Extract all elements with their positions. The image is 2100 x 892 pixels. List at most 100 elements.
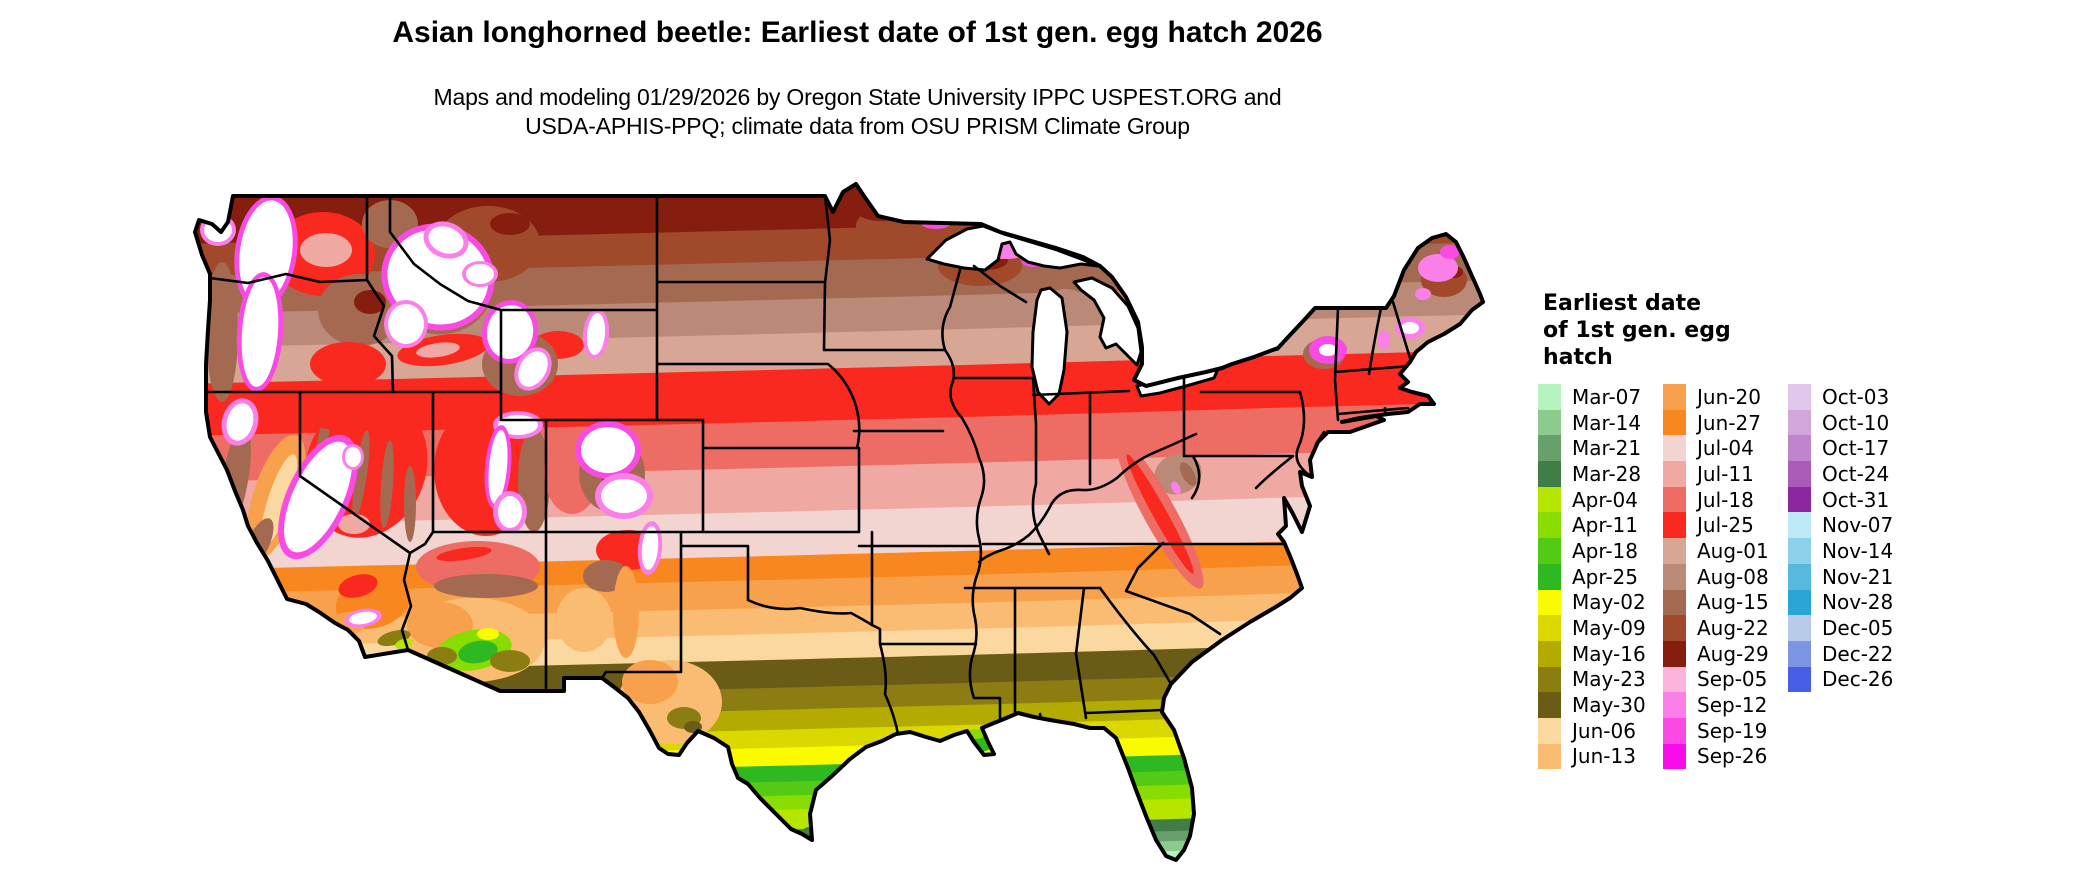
legend-item: Jun-13 bbox=[1538, 743, 1646, 770]
legend-label: Jun-06 bbox=[1572, 718, 1636, 743]
legend-label: Oct-31 bbox=[1822, 487, 1890, 512]
legend-item: Aug-01 bbox=[1663, 538, 1769, 564]
legend-label: Aug-01 bbox=[1697, 538, 1769, 563]
legend-item: Nov-21 bbox=[1788, 563, 1894, 590]
legend-swatch bbox=[1538, 486, 1561, 513]
legend-swatch bbox=[1538, 615, 1561, 641]
legend-swatch bbox=[1663, 409, 1686, 436]
legend-swatch bbox=[1663, 717, 1686, 744]
legend-item: Nov-07 bbox=[1788, 512, 1893, 539]
legend-item: Jul-04 bbox=[1663, 435, 1769, 462]
legend-item: Aug-08 bbox=[1663, 563, 1769, 590]
legend-swatch bbox=[1538, 538, 1561, 564]
legend-item: Jun-27 bbox=[1663, 409, 1769, 436]
legend-swatch bbox=[1538, 666, 1561, 693]
legend-label: Dec-22 bbox=[1822, 641, 1894, 666]
legend-item: Jun-06 bbox=[1538, 717, 1646, 744]
legend-swatch bbox=[1538, 512, 1561, 539]
legend-label: May-09 bbox=[1572, 616, 1646, 641]
legend-item: Apr-18 bbox=[1538, 538, 1646, 564]
legend-swatch bbox=[1788, 538, 1811, 564]
legend-item: Aug-29 bbox=[1663, 640, 1769, 667]
legend-title-line: hatch bbox=[1543, 345, 1613, 370]
legend-swatch bbox=[1663, 692, 1686, 718]
legend-item: May-16 bbox=[1538, 640, 1646, 667]
legend-item: May-02 bbox=[1538, 589, 1646, 616]
legend-swatch bbox=[1538, 692, 1561, 718]
legend-item: Sep-26 bbox=[1663, 743, 1769, 770]
legend-swatch bbox=[1788, 666, 1811, 693]
legend-swatch bbox=[1788, 512, 1811, 539]
legend-label: Aug-08 bbox=[1697, 564, 1769, 589]
legend-item: Oct-10 bbox=[1788, 409, 1893, 436]
legend-label: Aug-22 bbox=[1697, 616, 1769, 641]
page-title: Asian longhorned beetle: Earliest date o… bbox=[392, 16, 1323, 49]
legend-label: Aug-15 bbox=[1697, 590, 1769, 615]
legend-item: Aug-22 bbox=[1663, 615, 1769, 641]
legend-label: Sep-12 bbox=[1697, 693, 1768, 718]
legend-label: Jul-11 bbox=[1697, 461, 1754, 486]
legend-title: Earliest date of 1st gen. egg hatch bbox=[1543, 290, 1731, 371]
legend-label: Jul-25 bbox=[1697, 513, 1754, 538]
legend-label: May-23 bbox=[1572, 667, 1646, 692]
legend-label: May-30 bbox=[1572, 693, 1646, 718]
legend-swatch bbox=[1788, 640, 1811, 667]
legend-label: Apr-25 bbox=[1572, 564, 1638, 589]
legend-title-line: of 1st gen. egg bbox=[1543, 318, 1731, 343]
legend-swatch bbox=[1663, 589, 1686, 616]
legend-label: Sep-26 bbox=[1697, 744, 1768, 769]
legend-item: Mar-07 bbox=[1538, 384, 1646, 410]
legend-label: Jun-13 bbox=[1572, 744, 1636, 769]
legend-label: Jun-20 bbox=[1697, 384, 1761, 409]
legend-label: Oct-03 bbox=[1822, 384, 1890, 409]
legend-label: Sep-05 bbox=[1697, 667, 1768, 692]
legend-item: Apr-11 bbox=[1538, 512, 1646, 539]
legend-swatch bbox=[1788, 461, 1811, 487]
legend-label: Dec-05 bbox=[1822, 616, 1894, 641]
legend-label: Mar-07 bbox=[1572, 384, 1642, 409]
legend-column-3: Oct-03 Oct-10 Oct-17 Oct-24 Oct-31 Nov-07 Nov-… bbox=[1788, 384, 1894, 693]
legend-swatch bbox=[1663, 743, 1686, 770]
legend-label: May-02 bbox=[1572, 590, 1646, 615]
legend-label: Jul-18 bbox=[1697, 487, 1754, 512]
legend-label: Mar-21 bbox=[1572, 436, 1642, 461]
legend-item: Mar-28 bbox=[1538, 461, 1646, 487]
legend-item: Dec-22 bbox=[1788, 640, 1894, 667]
legend-swatch bbox=[1538, 384, 1561, 410]
legend-swatch bbox=[1538, 461, 1561, 487]
legend-label: Sep-19 bbox=[1697, 718, 1768, 743]
legend-item: Jul-25 bbox=[1663, 512, 1769, 539]
legend-item: Mar-14 bbox=[1538, 409, 1646, 436]
legend-label: Oct-10 bbox=[1822, 410, 1890, 435]
legend-label: Aug-29 bbox=[1697, 641, 1769, 666]
legend-item: Apr-04 bbox=[1538, 486, 1646, 513]
legend-label: Mar-28 bbox=[1572, 461, 1642, 486]
legend-title-line: Earliest date bbox=[1543, 291, 1702, 316]
state-borders bbox=[204, 194, 1412, 736]
legend-label: Nov-28 bbox=[1822, 590, 1894, 615]
legend-column-2: Jun-20 Jun-27 Jul-04 Jul-11 Jul-18 Jul-25 Aug-… bbox=[1663, 384, 1769, 770]
legend-swatch bbox=[1538, 743, 1561, 770]
legend-swatch bbox=[1663, 640, 1686, 667]
us-choropleth-map bbox=[193, 182, 1485, 862]
legend-item: Sep-19 bbox=[1663, 717, 1769, 744]
legend-swatch bbox=[1788, 409, 1811, 436]
legend-swatch bbox=[1538, 589, 1561, 616]
legend-swatch bbox=[1788, 384, 1811, 410]
legend-swatch bbox=[1538, 563, 1561, 590]
legend-swatch bbox=[1788, 435, 1811, 462]
legend-label: Oct-24 bbox=[1822, 461, 1890, 486]
legend-column-1: Mar-07 Mar-14 Mar-21 Mar-28 Apr-04 Apr-11 Apr-… bbox=[1538, 384, 1646, 770]
legend-item: Jul-18 bbox=[1663, 486, 1769, 513]
legend-label: Nov-14 bbox=[1822, 538, 1894, 563]
legend-swatch bbox=[1663, 384, 1686, 410]
lake-michigan bbox=[1030, 286, 1069, 406]
legend-swatch bbox=[1538, 435, 1561, 462]
legend-item: May-30 bbox=[1538, 692, 1646, 718]
lake-huron bbox=[1072, 276, 1143, 367]
legend-item: May-23 bbox=[1538, 666, 1646, 693]
legend-item: Oct-17 bbox=[1788, 435, 1893, 462]
legend-label: Apr-04 bbox=[1572, 487, 1638, 512]
legend-swatch bbox=[1663, 486, 1686, 513]
legend-label: Nov-21 bbox=[1822, 564, 1894, 589]
